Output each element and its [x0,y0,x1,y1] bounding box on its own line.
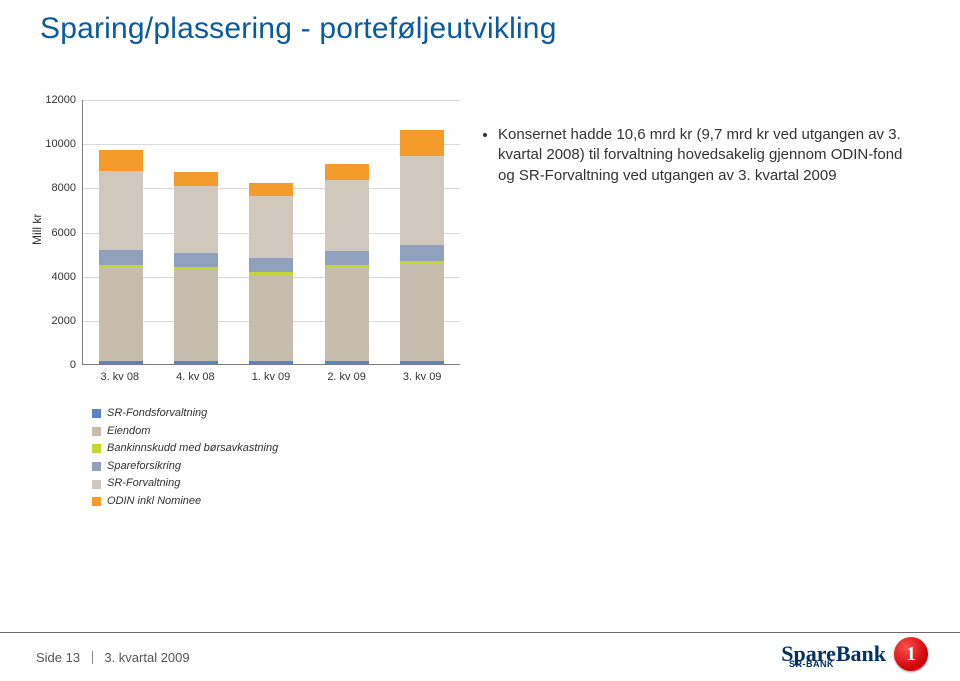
y-tick-label: 10000 [45,138,76,150]
footer-text: Side 13 3. kvartal 2009 [36,650,190,665]
legend-label: Spareforsikring [107,458,181,476]
logo: SpareBank SR-BANK 1 [781,637,928,671]
y-tick-label: 8000 [52,182,76,194]
legend-swatch-icon [92,497,101,506]
legend-label: ODIN inkl Nominee [107,493,201,511]
bar-segment [325,180,369,251]
legend-label: SR-Fondsforvaltning [107,405,207,423]
x-tick-label: 3. kv 09 [392,371,452,383]
bar-segment [325,251,369,265]
footer-separator [92,651,93,664]
bar-segment [325,268,369,361]
legend-item: SR-Fondsforvaltning [92,405,460,423]
bar-segment [249,275,293,361]
bar-segment [400,245,444,261]
legend-swatch-icon [92,480,101,489]
bar-segment [400,130,444,157]
legend-label: Eiendom [107,423,150,441]
legend: SR-FondsforvaltningEiendomBankinnskudd m… [92,405,460,511]
legend-item: Spareforsikring [92,458,460,476]
bar-segment [400,361,444,364]
bar-segment [99,268,143,361]
x-tick-label: 2. kv 09 [317,371,377,383]
x-axis-labels: 3. kv 08 4. kv 08 1. kv 09 2. kv 09 3. kv 09 [82,371,460,383]
legend-item: Bankinnskudd med børsavkastning [92,440,460,458]
y-axis-label: Mill kr [30,214,44,245]
legend-label: SR-Forvaltning [107,475,180,493]
legend-item: Eiendom [92,423,460,441]
plot-area [82,100,460,365]
y-tick-label: 4000 [52,271,76,283]
bars-container [83,100,460,364]
bar-segment [99,150,143,171]
logo-badge-icon: 1 [894,637,928,671]
bar-segment [249,183,293,196]
chart-frame: 020004000600080001000012000 3. kv 084. k… [82,100,460,365]
y-tick-label: 2000 [52,315,76,327]
legend-swatch-icon [92,427,101,436]
bar [99,150,143,364]
bar-segment [325,164,369,181]
bar-segment [99,361,143,364]
bar-segment [99,250,143,264]
bullet-list: Konsernet hadde 10,6 mrd kr (9,7 mrd kr … [480,125,920,511]
x-tick-label: 3. kv 08 [90,371,150,383]
bar-segment [174,172,218,186]
y-tick-label: 0 [70,359,76,371]
bar-segment [174,253,218,267]
y-tick-label: 12000 [45,94,76,106]
legend-swatch-icon [92,462,101,471]
bar-segment [249,258,293,272]
logo-subtext: SR-BANK [789,659,834,669]
footer-page: Side 13 [36,650,80,665]
x-tick-label: 1. kv 09 [241,371,301,383]
bar-segment [249,361,293,364]
chart: Mill kr 020004000600080001000012000 3. k… [40,95,460,511]
legend-swatch-icon [92,409,101,418]
bar [249,183,293,364]
page-title: Sparing/plassering - porteføljeutvikling [40,12,557,46]
bar-segment [400,156,444,244]
bar [174,172,218,364]
legend-item: SR-Forvaltning [92,475,460,493]
bar-segment [325,361,369,364]
bar-segment [99,171,143,251]
content-row: Mill kr 020004000600080001000012000 3. k… [40,95,920,511]
bullet-item: Konsernet hadde 10,6 mrd kr (9,7 mrd kr … [498,125,920,186]
legend-item: ODIN inkl Nominee [92,493,460,511]
bar [400,130,444,364]
legend-label: Bankinnskudd med børsavkastning [107,440,278,458]
y-tick-label: 6000 [52,227,76,239]
bar-segment [174,186,218,252]
footer-period: 3. kvartal 2009 [104,650,189,665]
bar [325,164,369,364]
bar-segment [174,361,218,364]
legend-swatch-icon [92,444,101,453]
footer: Side 13 3. kvartal 2009 SpareBank SR-BAN… [0,631,960,681]
bar-segment [249,196,293,258]
footer-divider [0,632,960,633]
bar-segment [174,270,218,361]
x-tick-label: 4. kv 08 [165,371,225,383]
bar-segment [400,264,444,361]
